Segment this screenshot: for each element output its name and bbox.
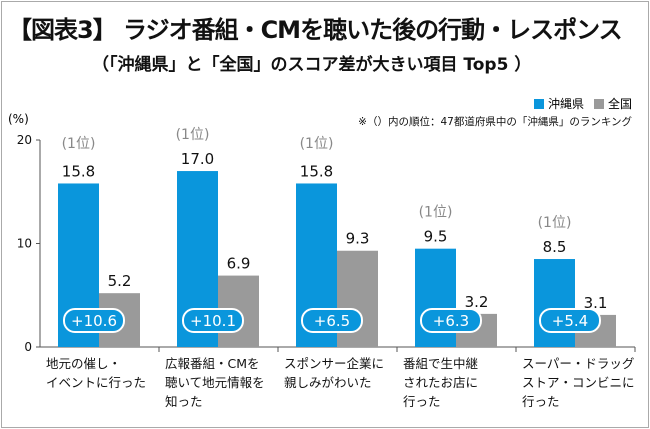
- legend-label: 沖縄県: [547, 97, 584, 111]
- x-category-label: 広報番組・CMを 聴いて地元情報を 知った: [165, 356, 265, 409]
- difference-badge: [301, 308, 363, 333]
- bar-okinawa: [534, 259, 575, 347]
- y-tick-label: 20: [17, 133, 32, 147]
- value-label-okinawa: 9.5: [424, 228, 448, 246]
- rank-label: (1位): [300, 136, 334, 152]
- y-tick-label: 10: [17, 237, 32, 251]
- value-label-national: 3.2: [465, 293, 489, 311]
- rank-label: (1位): [538, 215, 572, 231]
- difference-badge: [420, 308, 482, 333]
- value-label-national: 5.2: [108, 272, 132, 290]
- legend-item-national: 全国: [593, 95, 632, 112]
- difference-label: +10.6: [71, 312, 117, 330]
- difference-label: +6.5: [314, 312, 350, 330]
- rank-label: (1位): [62, 136, 96, 152]
- value-label-national: 6.9: [227, 255, 251, 273]
- value-label-okinawa: 8.5: [543, 238, 567, 256]
- chart-title: 【図表3】 ラジオ番組・CMを聴いた後の行動・レスポンス: [8, 16, 623, 44]
- x-category-label: 地元の催し・ イベントに行った: [46, 356, 147, 390]
- difference-label: +6.3: [433, 312, 469, 330]
- value-label-okinawa: 17.0: [181, 150, 214, 168]
- value-label-okinawa: 15.8: [300, 162, 333, 180]
- value-label-national: 3.1: [584, 294, 608, 312]
- x-category-label: 番組で生中継 されたお店に 行った: [403, 356, 479, 409]
- value-label-okinawa: 15.8: [62, 162, 95, 180]
- legend: 沖縄県 全国: [533, 95, 632, 112]
- legend-item-okinawa: 沖縄県: [533, 95, 584, 112]
- x-category-label: スーパー・ドラッグ ストア・コンビニに 行った: [522, 356, 635, 409]
- legend-label: 全国: [607, 97, 632, 111]
- difference-badge: [63, 308, 125, 333]
- ranking-note: ※（）内の順位：47都道府県中の「沖縄県」のランキング: [358, 116, 632, 128]
- x-category-label: スポンサー企業に 親しみがわいた: [284, 356, 385, 390]
- difference-badge: [182, 308, 244, 333]
- rank-label: (1位): [419, 205, 453, 221]
- y-axis-unit: (%): [8, 112, 29, 126]
- rank-label: (1位): [176, 127, 210, 143]
- difference-badge: [539, 308, 601, 333]
- chart-subtitle: （「沖縄県」と「全国」のスコア差が大きい項目 Top5 ）: [92, 55, 532, 75]
- y-tick-label: 0: [24, 340, 32, 354]
- difference-label: +10.1: [190, 312, 236, 330]
- value-label-national: 9.3: [346, 230, 370, 248]
- difference-label: +5.4: [552, 312, 588, 330]
